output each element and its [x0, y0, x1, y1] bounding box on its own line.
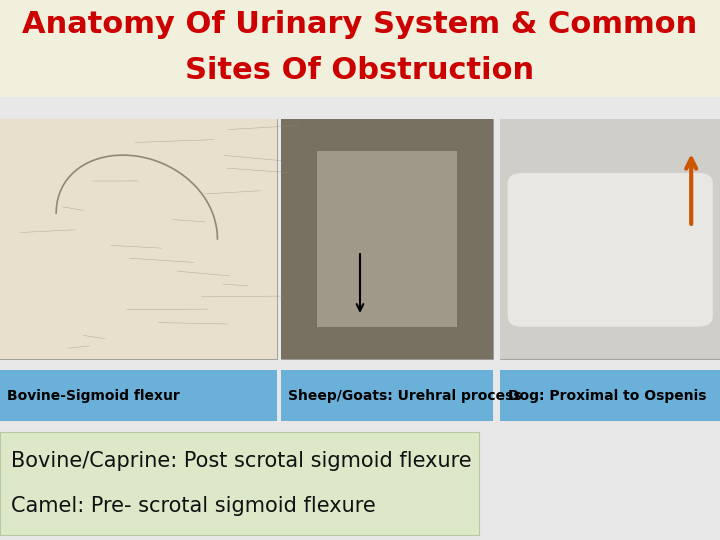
Text: Bovine-Sigmoid flexur: Bovine-Sigmoid flexur	[7, 389, 180, 402]
Text: Dog: Proximal to Ospenis: Dog: Proximal to Ospenis	[508, 389, 706, 402]
Text: Bovine/Caprine: Post scrotal sigmoid flexure: Bovine/Caprine: Post scrotal sigmoid fle…	[11, 451, 472, 471]
FancyBboxPatch shape	[0, 432, 479, 535]
FancyBboxPatch shape	[281, 119, 493, 359]
FancyBboxPatch shape	[508, 173, 713, 327]
FancyBboxPatch shape	[500, 119, 720, 359]
FancyBboxPatch shape	[281, 370, 493, 421]
Text: Sheep/Goats: Urehral process: Sheep/Goats: Urehral process	[288, 389, 521, 402]
Text: Camel: Pre- scrotal sigmoid flexure: Camel: Pre- scrotal sigmoid flexure	[11, 496, 376, 516]
FancyBboxPatch shape	[0, 0, 720, 97]
FancyBboxPatch shape	[0, 119, 277, 359]
FancyBboxPatch shape	[500, 119, 720, 359]
FancyBboxPatch shape	[0, 119, 277, 359]
Text: Anatomy Of Urinary System & Common: Anatomy Of Urinary System & Common	[22, 10, 698, 39]
FancyBboxPatch shape	[0, 370, 277, 421]
FancyBboxPatch shape	[281, 119, 493, 359]
FancyBboxPatch shape	[317, 151, 457, 327]
FancyBboxPatch shape	[500, 370, 720, 421]
Text: Sites Of Obstruction: Sites Of Obstruction	[186, 56, 534, 85]
